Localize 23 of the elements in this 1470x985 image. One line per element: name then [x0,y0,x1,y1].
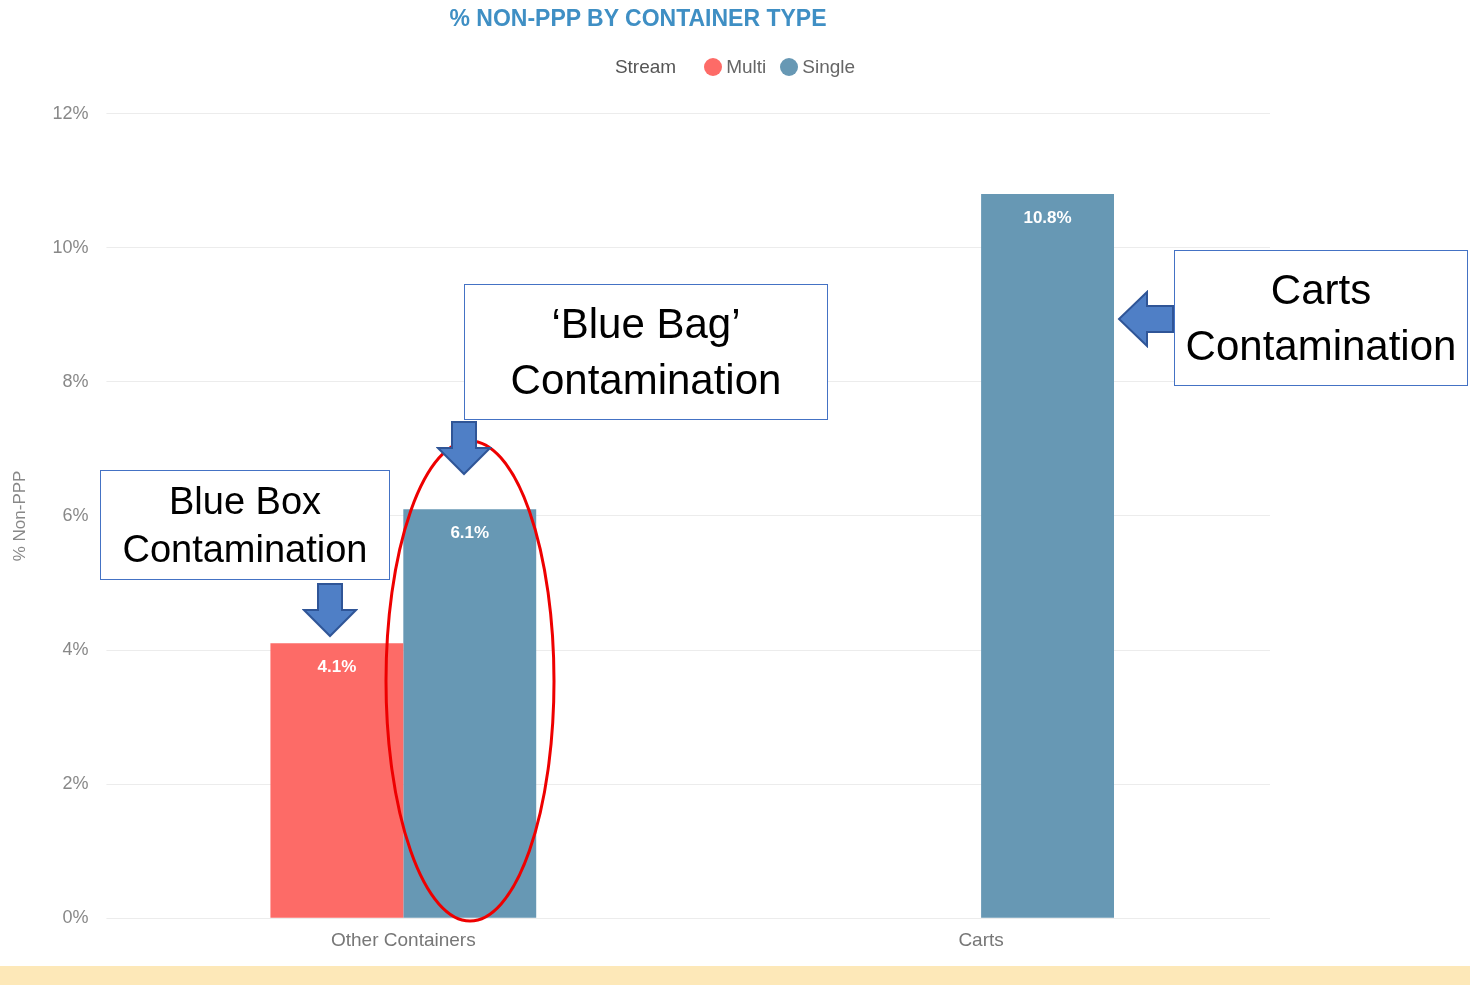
y-tick-label: 10% [52,236,89,257]
annotation: Blue Box Contamination [100,470,390,580]
data-label: 4.1% [317,656,357,676]
bar [270,643,404,918]
chart-title: % NON-PPP BY CONTAINER TYPE [449,5,827,32]
data-label: 10.8% [1023,207,1072,227]
y-tick-label: 2% [62,773,89,794]
legend-label: Multi [726,56,767,78]
y-tick-label: 0% [62,907,89,928]
bar [981,194,1114,918]
annotation: ‘Blue Bag’ Contamination [464,284,828,420]
annotation: Carts Contamination [1174,250,1468,386]
data-label: 6.1% [450,522,490,542]
legend-label: Single [802,56,856,78]
y-tick-label: 12% [52,102,89,123]
y-tick-label: 6% [62,504,89,525]
x-tick-label: Other Containers [330,928,476,950]
x-tick-label: Carts [958,928,1004,950]
bar [403,509,537,918]
legend-title: Stream [614,56,677,78]
y-tick-label: 4% [62,638,89,659]
y-axis-title: % Non-PPP [9,470,29,562]
y-tick-label: 8% [62,370,89,391]
